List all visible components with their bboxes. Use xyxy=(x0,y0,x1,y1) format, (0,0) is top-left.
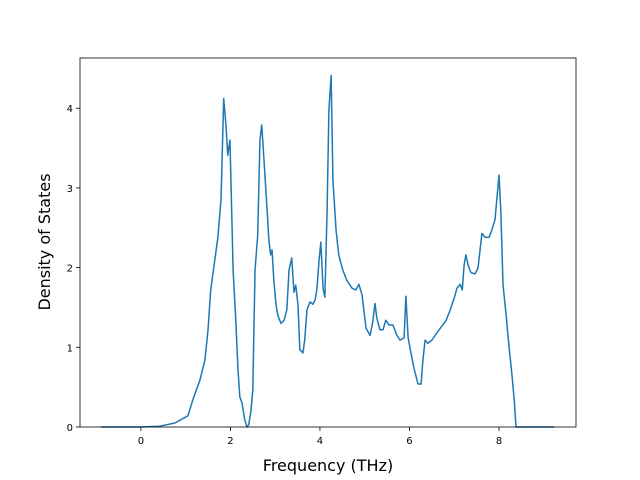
y-tick-label: 4 xyxy=(67,104,73,115)
plot-frame xyxy=(79,57,577,428)
x-tick-label: 4 xyxy=(317,436,323,447)
y-tick-label: 1 xyxy=(67,343,73,354)
y-tick-label: 2 xyxy=(67,264,73,275)
y-axis-label: Density of States xyxy=(35,173,54,310)
x-axis-label: Frequency (THz) xyxy=(263,456,393,475)
y-tick-label: 3 xyxy=(67,184,73,195)
x-tick-label: 6 xyxy=(406,436,412,447)
line xyxy=(101,74,555,428)
x-tick-label: 8 xyxy=(496,436,502,447)
y-tick-label: 0 xyxy=(67,423,73,434)
x-tick-label: 0 xyxy=(138,436,144,447)
x-tick-label: 2 xyxy=(227,436,233,447)
